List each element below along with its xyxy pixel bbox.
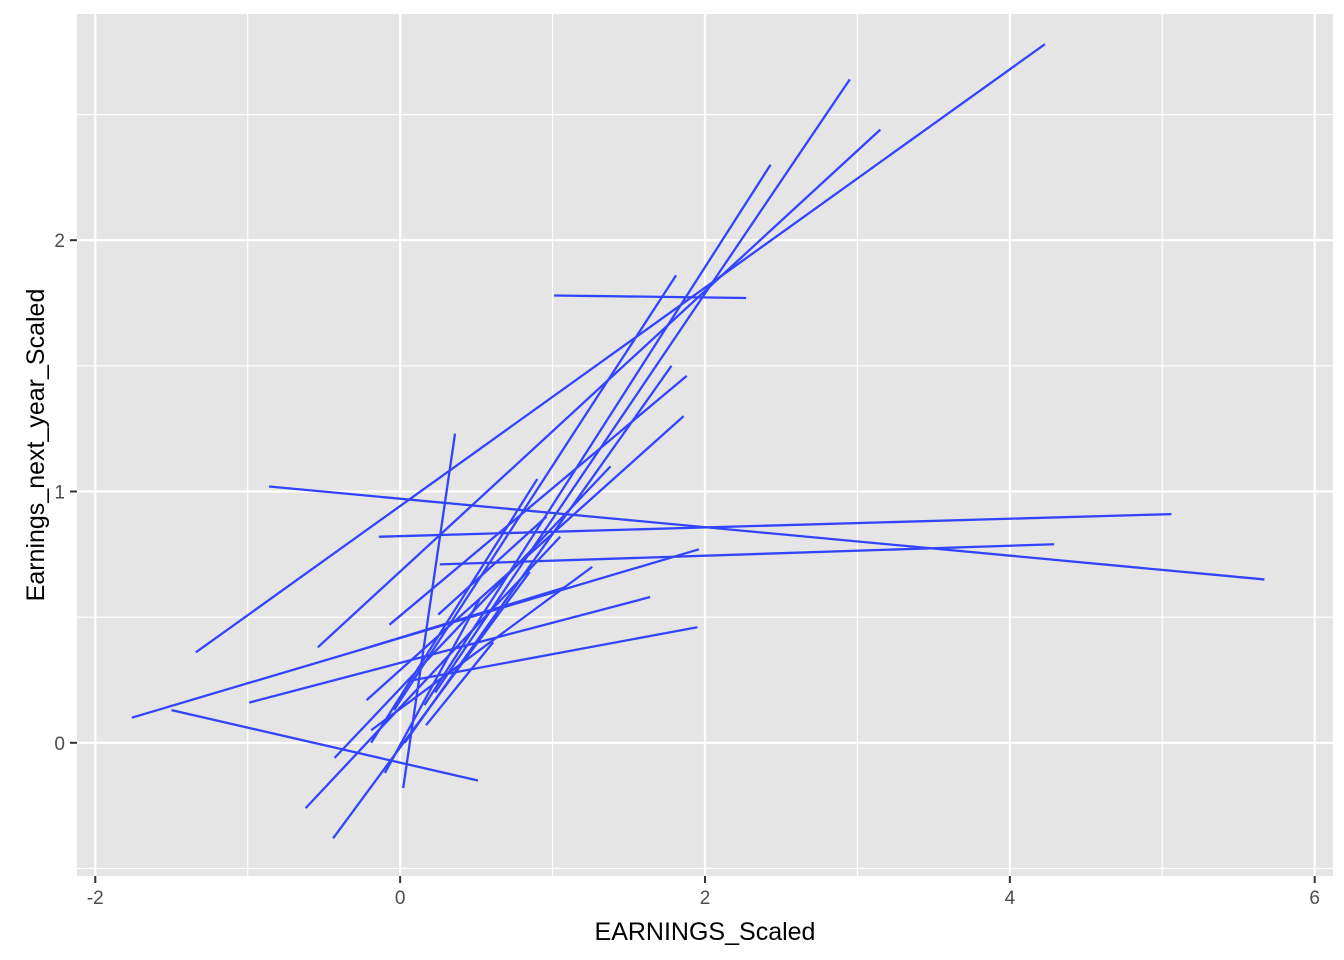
x-axis-title: EARNINGS_Scaled (595, 918, 816, 946)
series-segment (370, 478, 539, 744)
x-tick-label: 4 (1005, 888, 1016, 909)
x-axis-ticks: -2 0 2 4 6 (87, 876, 1320, 909)
series-segment (413, 626, 698, 682)
y-tick-label: 0 (54, 734, 65, 755)
series-segment (304, 535, 562, 809)
y-axis-title: Earnings_next_year_Scaled (22, 289, 50, 602)
x-tick-label: -2 (87, 888, 104, 909)
y-axis-ticks: 0 1 2 (54, 231, 77, 755)
series-segment (388, 375, 688, 626)
series-segment (425, 641, 495, 726)
series-segment (248, 595, 651, 704)
series-segment (360, 585, 567, 651)
y-tick-label: 1 (54, 482, 65, 503)
x-tick-label: 0 (395, 888, 406, 909)
series-segment (268, 485, 1265, 581)
series-segment (317, 128, 882, 649)
series-segment (437, 515, 548, 616)
series-segment (370, 565, 593, 732)
series-segment (378, 512, 1172, 538)
series-segments (131, 43, 1265, 839)
x-tick-label: 6 (1309, 888, 1320, 909)
series-segment (439, 543, 1055, 566)
series-segment (171, 709, 479, 782)
series-segment (402, 433, 457, 789)
series-segment (383, 599, 481, 774)
series-segment (195, 43, 1046, 654)
y-tick-label: 2 (54, 231, 65, 252)
x-tick-label: 2 (700, 888, 711, 909)
grid-major (77, 14, 1333, 876)
series-segment (434, 78, 851, 694)
series-segment (393, 274, 678, 711)
series-segment (332, 571, 531, 839)
series-segment (423, 164, 772, 706)
series-segment (554, 294, 747, 300)
